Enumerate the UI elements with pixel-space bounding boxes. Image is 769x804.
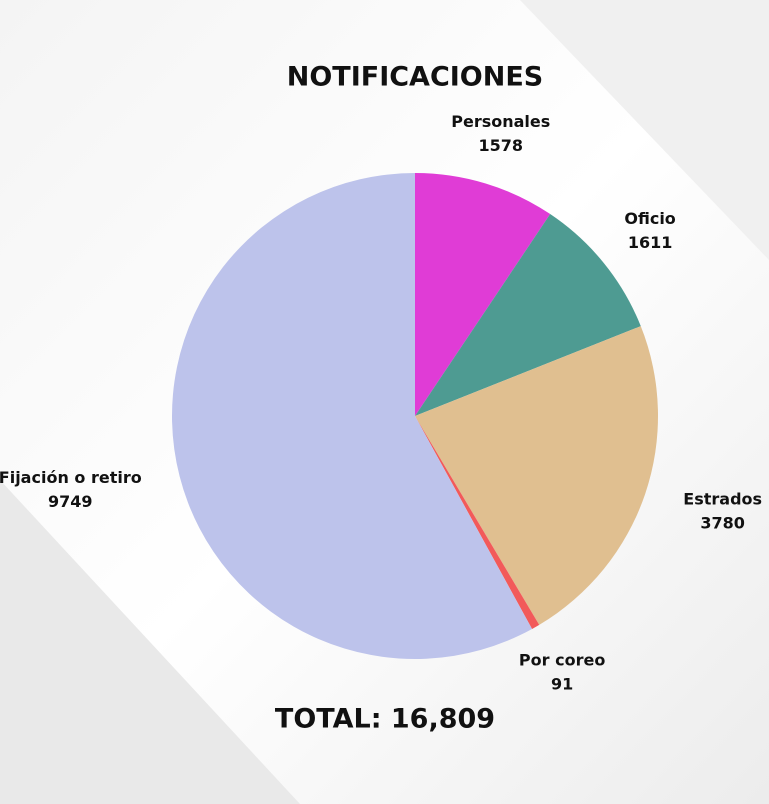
slice-label: Fijación o retiro [0, 468, 142, 487]
slice-value: 3780 [700, 513, 745, 532]
slice-label: Oficio [624, 209, 675, 228]
pie-slice [415, 326, 658, 625]
slice-value: 1578 [479, 136, 524, 155]
slice-label: Personales [451, 112, 550, 131]
pie-slice [172, 173, 533, 659]
slice-value: 1611 [628, 233, 673, 252]
slice-value: 91 [551, 675, 573, 694]
total-annotation: TOTAL: 16,809 [275, 704, 495, 735]
pie-slice [415, 173, 551, 416]
chart-title: NOTIFICACIONES [287, 62, 544, 93]
slice-label: Por coreo [519, 651, 605, 670]
bg-shape [520, 0, 769, 260]
bg-shape [0, 480, 300, 804]
slice-label: Estrados [683, 489, 762, 508]
pie-slice [415, 214, 641, 416]
slice-value: 9749 [48, 492, 93, 511]
pie-slice [415, 416, 540, 629]
